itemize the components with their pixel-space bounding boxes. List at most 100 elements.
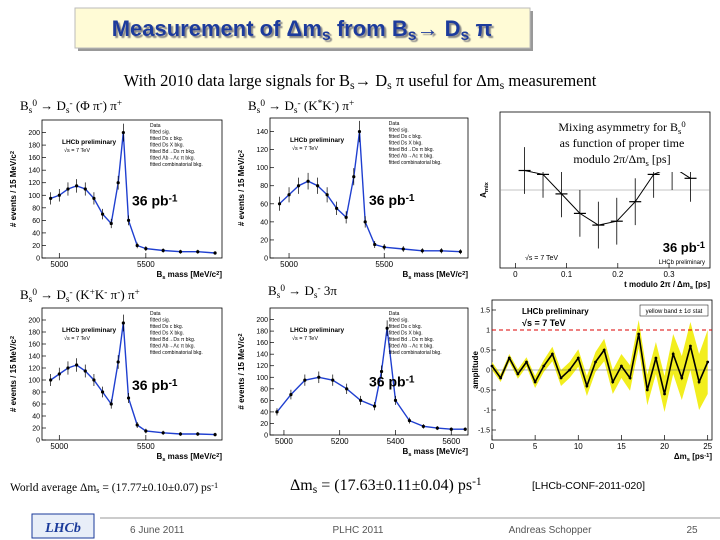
data-point	[637, 332, 641, 336]
subtitle-part: With 2010 data large signals for B	[124, 71, 350, 90]
y-axis-label: # events / 15 MeV/c2	[237, 150, 246, 226]
data-point	[126, 218, 131, 222]
data-point	[83, 369, 87, 373]
plot-label-part: 0	[32, 288, 37, 298]
plot-label-part: s	[294, 106, 298, 116]
plot-label-part: -	[117, 288, 120, 298]
luminosity-part: 36 pb	[369, 374, 406, 390]
plot-label: Bs0 → Ds- (K*K-) π+	[248, 98, 354, 116]
slide-title-part: Measurement of Δm	[112, 16, 322, 41]
note-line-part: Mixing asymmetry for B	[558, 120, 678, 134]
preliminary-label: LHCb preliminary	[290, 137, 345, 144]
slide-title-part: from B	[331, 16, 408, 41]
x-tick-label: 5000	[275, 437, 293, 446]
x-axis-label-part: ]	[709, 452, 712, 461]
data-point	[178, 250, 183, 254]
note-line-part: 0	[681, 119, 685, 129]
y-tick-label: 160	[28, 342, 40, 349]
data-point	[407, 418, 412, 423]
x-axis-label-part: B	[402, 270, 408, 279]
data-point	[196, 250, 200, 254]
plot-label-part: +	[135, 288, 140, 298]
data-point	[66, 187, 70, 191]
y-tick-label: 80	[32, 205, 40, 212]
note-line: modulo 2π/Δms [ps]	[573, 152, 670, 168]
y-tick-label: 160	[256, 340, 268, 347]
energy-label: √s = 7 TeV	[522, 318, 566, 328]
data-point	[559, 376, 563, 380]
slide-title-part: s	[461, 27, 470, 44]
data-point	[277, 202, 282, 206]
plot-label-part: -	[298, 99, 301, 109]
preliminary-label: LHCb preliminary	[522, 307, 589, 316]
luminosity: 36 pb-1	[369, 374, 415, 390]
data-point	[507, 356, 511, 360]
fit-curve	[276, 328, 466, 430]
luminosity-part: 36 pb	[132, 377, 169, 393]
measured-result: Δms = (17.63±0.11±0.04) ps-1	[290, 476, 482, 496]
y-tick-label: 60	[32, 402, 40, 409]
plot-label-part: 0	[32, 99, 37, 109]
world-average-part: -1	[211, 481, 218, 490]
x-axis-label-part: Δm	[674, 452, 687, 461]
plot-label-part: B	[268, 283, 277, 298]
footer-conference: PLHC 2011	[333, 525, 384, 536]
x-axis-label-part: ]	[219, 270, 222, 279]
data-point	[344, 215, 348, 219]
note-line: Mixing asymmetry for Bs0	[558, 119, 685, 135]
data-point	[289, 392, 293, 397]
measured-result-part: -1	[472, 476, 482, 488]
data-point	[550, 352, 554, 356]
y-tick-label: 140	[256, 352, 268, 359]
y-tick-label: 120	[28, 366, 40, 373]
plot-label-part: *	[318, 99, 323, 109]
data-point	[706, 360, 710, 364]
plot-label: Bs0 → Ds- 3π	[268, 283, 337, 301]
plot-label-part: K	[95, 287, 105, 302]
plot-label-part: → D	[265, 98, 294, 113]
data-point	[325, 193, 329, 197]
x-axis-label-part: mass [MeV/c	[165, 452, 216, 461]
x-axis-label-part: s	[690, 285, 693, 291]
data-point	[628, 376, 632, 380]
data-point	[463, 427, 467, 431]
data-point	[109, 221, 113, 226]
plot-label-part: ) π	[335, 98, 350, 113]
plot-label-part: 0	[280, 284, 285, 294]
data-point	[100, 212, 105, 216]
data-point	[499, 376, 503, 380]
data-point	[689, 344, 692, 348]
data-point	[287, 193, 291, 197]
data-point	[83, 187, 87, 191]
data-point	[116, 360, 120, 364]
y-axis-label-part: mix	[484, 181, 490, 192]
data-point	[393, 398, 398, 402]
data-point	[335, 206, 339, 210]
plot-label-part: s	[29, 106, 33, 116]
band-note: yellow band ± 1σ stat	[646, 309, 703, 315]
plot-label-part: (K	[73, 287, 91, 302]
x-axis-label-part: [ps]	[693, 280, 710, 289]
x-tick-label: 0.1	[561, 270, 573, 279]
y-tick-label: 80	[260, 183, 268, 190]
plot-label-part: s	[29, 295, 33, 305]
plot-label-part: s	[66, 295, 70, 305]
plot-label-part: → D	[285, 283, 314, 298]
y-tick-label: 180	[256, 329, 268, 336]
plot-frame	[269, 117, 469, 259]
x-tick-label: 5500	[137, 442, 155, 451]
luminosity-part: -1	[406, 193, 415, 204]
legend-entry: fitted Λb→Λc π bkg.	[150, 156, 195, 162]
legend-entry: fitted Bd→Ds π bkg.	[150, 149, 195, 155]
legend-entry: fitted Bd→Ds π bkg.	[389, 337, 434, 343]
plot-label-part: s	[257, 106, 261, 116]
y-tick-label: 140	[256, 129, 268, 136]
note-line-part: s	[646, 158, 650, 168]
legend-entry: fitted Bd→Ds π bkg.	[389, 147, 434, 153]
x-tick-label: 5400	[387, 437, 405, 446]
plot-label-part: -	[318, 284, 321, 294]
energy-label: √s = 7 TeV	[525, 254, 558, 262]
slide-title-part: s	[322, 27, 331, 44]
luminosity: 36 pb-1	[132, 377, 178, 393]
